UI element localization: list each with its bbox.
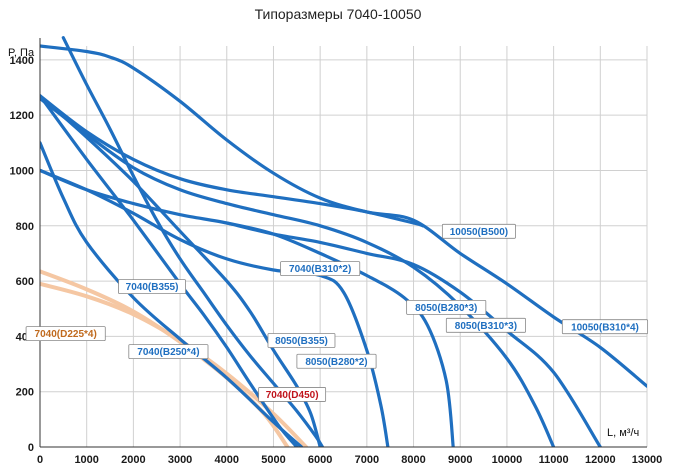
series-label-text: 8050(B310*3) [455,321,517,332]
series-line [40,141,304,447]
series-label: 7040(D225*4) [25,326,106,342]
x-tick-label: 1000 [74,454,98,466]
series-label-box [296,353,377,369]
y-tick-label: 1000 [10,165,34,177]
y-tick-label: 800 [16,221,34,233]
y-axis-label: P, Па [8,47,35,59]
y-tick-label: 1200 [10,110,34,122]
series-line [40,168,455,447]
series-label: 7040(B355) [118,279,186,295]
series-label-text: 8050(B280*3) [415,303,477,314]
series-line [40,94,299,447]
series-label-text: 8050(B355) [275,336,328,347]
x-tick-label: 6000 [308,454,332,466]
series-label-text: 7040(D450) [266,390,319,401]
series-label-box [406,299,487,315]
series-label-text: 7040(B250*4) [137,347,199,358]
x-tick-label: 4000 [215,454,239,466]
chart-title: Типоразмеры 7040-10050 [255,6,422,22]
series-label-box [25,326,106,342]
x-tick-label: 5000 [261,454,285,466]
y-tick-label: 1400 [10,55,34,67]
x-tick-label: 2000 [121,454,145,466]
series-label: 8050(B280*2) [296,353,377,369]
series-line [40,269,290,447]
series-label-box [441,223,516,239]
x-tick-label: 7000 [355,454,379,466]
x-tick-label: 13000 [632,454,663,466]
x-tick-label: 0 [37,454,43,466]
y-tick-label: 0 [28,442,34,454]
series-label: 8050(B310*3) [445,317,526,333]
x-tick-label: 10000 [492,454,523,466]
x-tick-label: 8000 [401,454,425,466]
series-label-box [445,317,526,333]
series-label-text: 7040(B355) [126,282,179,293]
grid [39,46,648,448]
series-label-box [118,279,186,295]
series-label: 8050(B280*3) [406,299,487,315]
series-label: 10050(B310*4) [561,319,649,335]
series-label: 7040(B250*4) [128,344,209,359]
series-label-text: 7040(D225*4) [35,329,97,340]
x-tick-label: 12000 [585,454,616,466]
series-label: 8050(B355) [267,333,336,348]
series-lines [40,36,647,447]
series-label-text: 10050(B500) [450,227,508,238]
series-label: 7040(D450) [258,387,327,402]
series-line [40,44,647,388]
series-label-box [258,387,327,402]
series-label-box [561,319,649,335]
x-tick-label: 11000 [539,454,569,466]
series-line [40,281,309,447]
series-label-text: 7040(B310*2) [289,264,351,275]
series-line [61,36,325,447]
x-tick-label: 3000 [168,454,192,466]
series-label-box [267,333,336,348]
series-label-text: 10050(B310*4) [571,322,639,333]
x-tick-label: 9000 [448,454,472,466]
series-line [40,96,556,447]
y-tick-label: 600 [16,276,34,288]
series-labels: 7040(D225*4) 7040(D450) 7040(B250*4) 7040(B… [25,223,649,402]
series-line [40,94,425,228]
series-label: 7040(B310*2) [280,261,361,277]
series-label-text: 8050(B280*2) [305,357,367,368]
y-tick-label: 200 [16,387,34,399]
series-label: 10050(B500) [441,223,516,239]
axes: 0 1000 2000 3000 4000 5000 6000 7000 8000 9000 100… [10,38,663,466]
series-line [225,221,602,447]
series-label-box [280,261,361,277]
x-axis-label: L, м³/ч [607,427,639,439]
series-label-box [128,344,209,359]
